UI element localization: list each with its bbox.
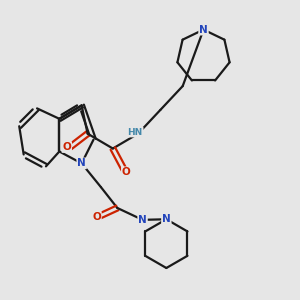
Text: N: N — [77, 158, 86, 168]
Text: O: O — [92, 212, 101, 222]
Text: O: O — [62, 142, 71, 152]
Text: HN: HN — [128, 128, 143, 137]
Text: N: N — [138, 215, 147, 225]
Text: N: N — [199, 25, 208, 34]
Text: O: O — [122, 167, 130, 177]
Text: N: N — [162, 214, 171, 224]
